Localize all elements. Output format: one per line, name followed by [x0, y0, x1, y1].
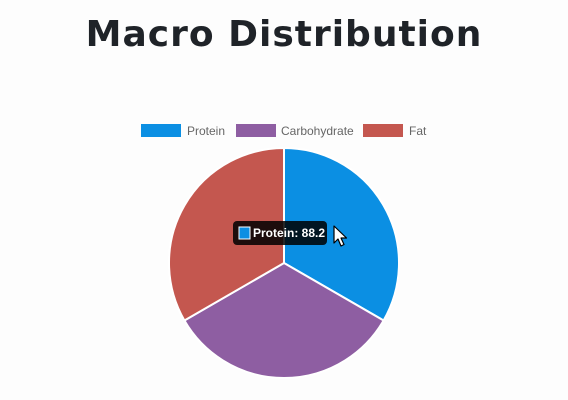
tooltip: Protein: 88.2 [233, 221, 327, 245]
legend-swatch-protein[interactable] [141, 124, 181, 137]
pie-slice-fat[interactable] [168, 146, 285, 322]
legend-label-protein[interactable]: Protein [187, 124, 225, 138]
legend-label-carbohydrate[interactable]: Carbohydrate [281, 124, 354, 138]
legend-swatch-carbohydrate[interactable] [236, 124, 276, 137]
pie-slice-carbohydrate[interactable] [183, 261, 385, 379]
tooltip-label: Protein: 88.2 [253, 226, 325, 240]
tooltip-color-swatch [238, 226, 251, 240]
page-title: Macro Distribution [85, 14, 483, 55]
legend-swatch-fat[interactable] [363, 124, 403, 137]
legend: Protein Carbohydrate Fat [141, 124, 427, 138]
mouse-cursor-icon [333, 225, 348, 247]
tooltip-box [233, 221, 327, 245]
pie-slices [168, 146, 400, 379]
legend-label-fat[interactable]: Fat [409, 124, 427, 138]
